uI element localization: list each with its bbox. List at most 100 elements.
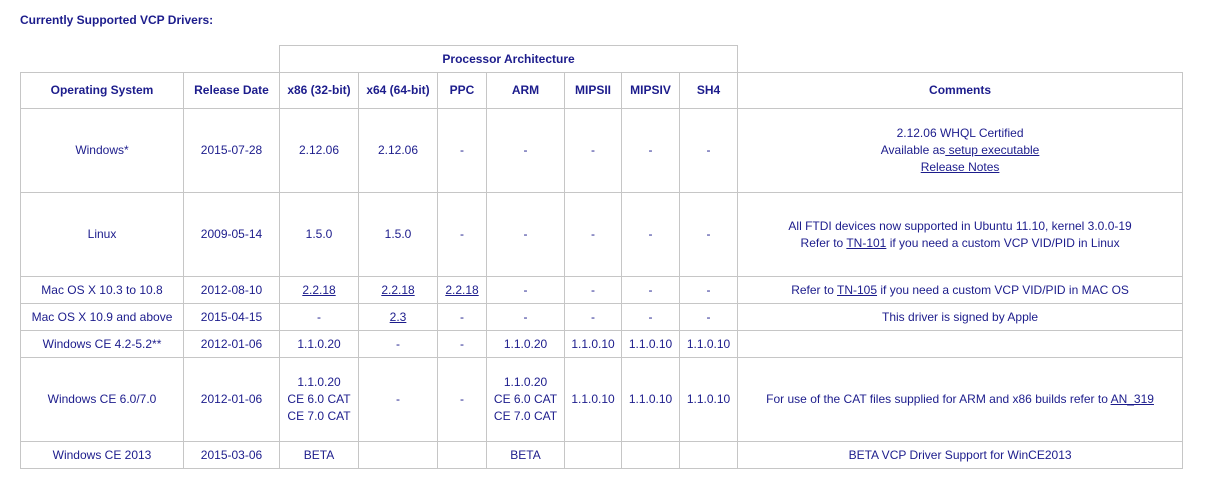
release-date-cell: 2015-03-06 (183, 441, 280, 469)
arm-cell: - (486, 192, 565, 277)
arm-cell: 1.1.0.20 CE 6.0 CAT CE 7.0 CAT (486, 357, 565, 442)
header-release-date: Release Date (183, 72, 280, 109)
sh4-cell: 1.1.0.10 (678, 330, 739, 358)
column-header-row: Operating System Release Date x86 (32-bi… (20, 72, 1184, 109)
arm-cell: - (486, 108, 565, 193)
x86-cell: 2.12.06 (279, 108, 359, 193)
header-arm: ARM (486, 72, 565, 109)
mipsiv-cell: - (621, 108, 680, 193)
comments-cell: All FTDI devices now supported in Ubuntu… (737, 192, 1184, 277)
comments-cell: BETA VCP Driver Support for WinCE2013 (737, 441, 1184, 469)
x64-cell: 1.5.0 (358, 192, 438, 277)
mac-x64-driver-link[interactable]: 2.2.18 (381, 282, 415, 297)
ppc-cell: - (437, 330, 487, 358)
custom-vid-pid-text: if you need a custom VCP VID/PID in Linu… (886, 235, 1120, 250)
x64-cell: - (358, 330, 438, 358)
sh4-cell: - (678, 303, 739, 331)
mipsiv-cell: 1.1.0.10 (621, 357, 680, 442)
os-cell: Windows CE 6.0/7.0 (20, 357, 184, 442)
x64-cell: - (358, 357, 438, 442)
x64-cell (358, 441, 438, 469)
mipsiv-cell: - (621, 192, 680, 277)
x86-ce7-cat: CE 7.0 CAT (287, 409, 351, 423)
table-row-windows-ce-4-2: Windows CE 4.2-5.2** 2012-01-06 1.1.0.20… (20, 330, 1184, 358)
os-cell: Mac OS X 10.9 and above (20, 303, 184, 331)
comments-cell: 2.12.06 WHQL Certified Available as setu… (737, 108, 1184, 193)
group-header-row: Processor Architecture (20, 45, 1183, 73)
tn-101-link[interactable]: TN-101 (846, 235, 887, 250)
table-row-mac-os-x-old: Mac OS X 10.3 to 10.8 2012-08-10 2.2.18 … (20, 276, 1184, 304)
ppc-cell: - (437, 357, 487, 442)
arm-cell: - (486, 303, 565, 331)
os-cell: Mac OS X 10.3 to 10.8 (20, 276, 184, 304)
setup-executable-link[interactable]: setup executable (945, 143, 1040, 157)
an-319-link[interactable]: AN_319 (1110, 392, 1154, 406)
table-row-windows-ce-2013: Windows CE 2013 2015-03-06 BETA BETA BET… (20, 441, 1184, 469)
processor-architecture-header: Processor Architecture (278, 45, 739, 73)
header-x64: x64 (64-bit) (358, 72, 438, 109)
x86-version: 1.1.0.20 (297, 375, 341, 389)
header-comments: Comments (737, 72, 1184, 109)
table-row-windows: Windows* 2015-07-28 2.12.06 2.12.06 - - … (20, 108, 1184, 193)
x64-cell: 2.2.18 (358, 276, 438, 304)
mipsiv-cell: 1.1.0.10 (621, 330, 680, 358)
mac-x86-driver-link[interactable]: 2.2.18 (302, 282, 336, 297)
refer-to-text: Refer to (791, 282, 838, 297)
sh4-cell: 1.1.0.10 (678, 357, 739, 442)
sh4-cell (678, 441, 739, 469)
mac-x64-driver-link[interactable]: 2.3 (389, 309, 407, 324)
mipsii-cell: - (564, 192, 622, 277)
header-mipsiv: MIPSIV (621, 72, 680, 109)
refer-to-text: Refer to (800, 235, 847, 250)
ppc-cell (437, 441, 487, 469)
arm-cell: - (486, 276, 565, 304)
x86-cell: 2.2.18 (279, 276, 359, 304)
mipsii-cell: - (564, 303, 622, 331)
x86-cell: - (279, 303, 359, 331)
arm-version: 1.1.0.20 (503, 375, 548, 389)
sh4-cell: - (678, 276, 739, 304)
x86-cell: BETA (279, 441, 359, 469)
comments-cell (737, 330, 1184, 358)
arm-ce7-cat: CE 7.0 CAT (493, 409, 558, 423)
release-date-cell: 2012-08-10 (183, 276, 280, 304)
arm-cell: 1.1.0.20 (486, 330, 565, 358)
ppc-cell: - (437, 192, 487, 277)
x86-cell: 1.5.0 (279, 192, 359, 277)
release-date-cell: 2012-01-06 (183, 357, 280, 442)
arm-ce6-cat: CE 6.0 CAT (493, 392, 558, 406)
page-title: Currently Supported VCP Drivers: (20, 13, 214, 27)
release-date-cell: 2015-07-28 (183, 108, 280, 193)
mipsii-cell: 1.1.0.10 (564, 357, 622, 442)
x86-cell: 1.1.0.20 CE 6.0 CAT CE 7.0 CAT (279, 357, 359, 442)
sh4-cell: - (678, 192, 739, 277)
mipsiv-cell: - (621, 276, 680, 304)
vcp-drivers-table: Processor Architecture Operating System … (20, 45, 1184, 469)
x64-cell: 2.3 (358, 303, 438, 331)
release-date-cell: 2009-05-14 (183, 192, 280, 277)
os-cell: Windows* (20, 108, 184, 193)
ppc-cell: 2.2.18 (437, 276, 487, 304)
ppc-cell: - (437, 303, 487, 331)
ppc-cell: - (437, 108, 487, 193)
available-as-text: Available as (880, 143, 946, 157)
x64-cell: 2.12.06 (358, 108, 438, 193)
table-row-windows-ce-6-0: Windows CE 6.0/7.0 2012-01-06 1.1.0.20 C… (20, 357, 1184, 442)
table-row-mac-os-x-new: Mac OS X 10.9 and above 2015-04-15 - 2.3… (20, 303, 1184, 331)
tn-105-link[interactable]: TN-105 (837, 282, 878, 297)
x86-cell: 1.1.0.20 (279, 330, 359, 358)
release-notes-link[interactable]: Release Notes (920, 160, 1000, 174)
os-cell: Windows CE 4.2-5.2** (20, 330, 184, 358)
comments-cell: For use of the CAT files supplied for AR… (737, 357, 1184, 442)
mipsiv-cell: - (621, 303, 680, 331)
header-operating-system: Operating System (20, 72, 184, 109)
whql-note: 2.12.06 WHQL Certified (896, 126, 1024, 140)
release-date-cell: 2015-04-15 (183, 303, 280, 331)
x86-ce6-cat: CE 6.0 CAT (287, 392, 351, 406)
mac-ppc-driver-link[interactable]: 2.2.18 (445, 282, 479, 297)
mipsii-cell: - (564, 276, 622, 304)
table-row-linux: Linux 2009-05-14 1.5.0 1.5.0 - - - - - A… (20, 192, 1184, 277)
os-cell: Linux (20, 192, 184, 277)
arm-cell: BETA (486, 441, 565, 469)
header-sh4: SH4 (678, 72, 739, 109)
